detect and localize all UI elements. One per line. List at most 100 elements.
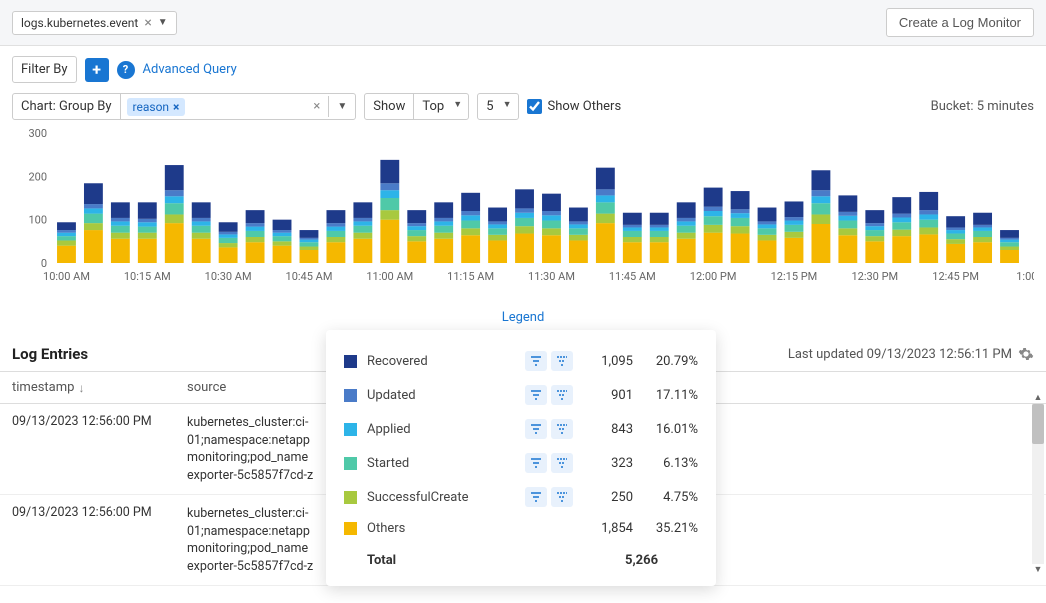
- legend-row: Updated 901 17.11%: [344, 378, 698, 412]
- show-others-input[interactable]: [527, 99, 542, 114]
- groupby-input[interactable]: Chart: Group By reason × × ▼: [12, 93, 356, 120]
- advanced-query-link[interactable]: Advanced Query: [143, 62, 237, 77]
- legend-count: 1,854: [583, 521, 633, 536]
- legend-name: Updated: [367, 388, 515, 403]
- svg-text:10:45 AM: 10:45 AM: [286, 270, 333, 283]
- cell-timestamp: 09/13/2023 12:56:00 PM: [0, 412, 175, 486]
- filter-in-icon[interactable]: [525, 419, 547, 439]
- legend-name: Applied: [367, 422, 515, 437]
- filter-out-icon[interactable]: [551, 487, 573, 507]
- legend-swatch: [344, 423, 357, 436]
- scroll-up-icon[interactable]: ▲: [1032, 392, 1044, 404]
- svg-text:10:00 AM: 10:00 AM: [43, 270, 90, 283]
- legend-swatch: [344, 389, 357, 402]
- filter-in-icon[interactable]: [525, 385, 547, 405]
- chip-remove-icon[interactable]: ×: [173, 100, 179, 114]
- svg-text:12:45 PM: 12:45 PM: [932, 270, 979, 283]
- scroll-thumb[interactable]: [1032, 404, 1044, 444]
- legend-pct: 35.21%: [643, 521, 698, 536]
- chip-text: reason: [133, 100, 170, 114]
- legend-swatch: [344, 457, 357, 470]
- svg-text:12:15 PM: 12:15 PM: [771, 270, 818, 283]
- svg-text:12:00 PM: 12:00 PM: [690, 270, 737, 283]
- help-icon[interactable]: ?: [117, 61, 135, 79]
- legend-total-row: Total 5,266: [344, 543, 698, 572]
- count-select[interactable]: 5: [477, 93, 518, 120]
- legend-name: Others: [367, 521, 515, 536]
- last-updated: Last updated 09/13/2023 12:56:11 PM: [788, 346, 1034, 362]
- groupby-chip[interactable]: reason ×: [127, 98, 186, 116]
- legend-pct: 16.01%: [643, 422, 698, 437]
- legend-row: Recovered 1,095 20.79%: [344, 344, 698, 378]
- svg-text:200: 200: [28, 170, 47, 183]
- legend-count: 250: [583, 490, 633, 505]
- svg-text:100: 100: [28, 214, 47, 227]
- filter-in-icon[interactable]: [525, 487, 547, 507]
- chevron-down-icon[interactable]: ▼: [328, 96, 355, 117]
- filter-out-icon[interactable]: [551, 385, 573, 405]
- filter-out-icon[interactable]: [551, 453, 573, 473]
- legend-row: Others 1,854 35.21%: [344, 514, 698, 543]
- svg-text:300: 300: [28, 128, 47, 140]
- show-select[interactable]: Show Top: [364, 93, 469, 120]
- cell-timestamp: 09/13/2023 12:56:00 PM: [0, 503, 175, 577]
- count-value[interactable]: 5: [478, 94, 517, 119]
- legend-pct: 4.75%: [643, 490, 698, 505]
- legend-pct: 20.79%: [643, 354, 698, 369]
- chevron-down-icon[interactable]: ▼: [158, 17, 168, 28]
- gear-icon[interactable]: [1018, 346, 1034, 362]
- legend-row: Applied 843 16.01%: [344, 412, 698, 446]
- svg-text:10:30 AM: 10:30 AM: [205, 270, 252, 283]
- legend-name: Recovered: [367, 354, 515, 369]
- legend-toggle[interactable]: Legend: [0, 302, 1046, 333]
- filter-in-icon[interactable]: [525, 453, 547, 473]
- chart-area: 0 100 200 300 10:00 AM 10:15 AM 10:30 AM 10:45 …: [0, 128, 1046, 302]
- entries-title: Log Entries: [12, 345, 88, 363]
- legend-swatch: [344, 355, 357, 368]
- legend-row: Started 323 6.13%: [344, 446, 698, 480]
- top-bar: logs.kubernetes.event × ▼ Create a Log M…: [0, 0, 1046, 46]
- svg-text:0: 0: [41, 257, 47, 270]
- filter-out-icon[interactable]: [551, 351, 573, 371]
- close-icon[interactable]: ×: [144, 16, 151, 30]
- col-source-label: source: [187, 380, 226, 395]
- col-timestamp-label: timestamp: [12, 380, 74, 395]
- legend-swatch: [344, 491, 357, 504]
- filter-out-icon[interactable]: [551, 419, 573, 439]
- legend-name: SuccessfulCreate: [367, 490, 515, 505]
- scrollbar[interactable]: ▲ ▼: [1032, 404, 1044, 564]
- filter-row: Filter By + ? Advanced Query: [0, 46, 1046, 93]
- chart-svg: 0 100 200 300 10:00 AM 10:15 AM 10:30 AM 10:45 …: [12, 128, 1034, 288]
- svg-text:11:15 AM: 11:15 AM: [447, 270, 494, 283]
- legend-count: 1,095: [583, 354, 633, 369]
- legend-pct: 6.13%: [643, 456, 698, 471]
- bucket-label: Bucket: 5 minutes: [931, 99, 1034, 114]
- scroll-down-icon[interactable]: ▼: [1032, 564, 1044, 576]
- svg-text:11:00 AM: 11:00 AM: [366, 270, 413, 283]
- filter-by-label: Filter By: [12, 56, 77, 83]
- groupby-row: Chart: Group By reason × × ▼ Show Top 5 …: [0, 93, 1046, 128]
- legend-count: 323: [583, 456, 633, 471]
- legend-popup: Recovered 1,095 20.79% Updated 901 17.11…: [326, 330, 716, 586]
- add-filter-button[interactable]: +: [85, 58, 109, 82]
- create-log-monitor-button[interactable]: Create a Log Monitor: [886, 8, 1034, 37]
- filter-in-icon[interactable]: [525, 351, 547, 371]
- svg-text:1:00 PM: 1:00 PM: [1016, 270, 1034, 283]
- svg-text:11:45 AM: 11:45 AM: [609, 270, 656, 283]
- show-value[interactable]: Top: [414, 94, 468, 119]
- total-label: Total: [367, 553, 593, 568]
- clear-icon[interactable]: ×: [305, 99, 328, 114]
- source-pill-label: logs.kubernetes.event: [21, 16, 138, 30]
- legend-swatch: [344, 522, 357, 535]
- groupby-label: Chart: Group By: [13, 94, 121, 119]
- source-pill[interactable]: logs.kubernetes.event × ▼: [12, 11, 177, 35]
- legend-count: 901: [583, 388, 633, 403]
- svg-text:10:15 AM: 10:15 AM: [124, 270, 171, 283]
- legend-count: 843: [583, 422, 633, 437]
- sort-desc-icon: ↓: [78, 381, 84, 395]
- svg-text:11:30 AM: 11:30 AM: [528, 270, 575, 283]
- show-others-checkbox[interactable]: Show Others: [527, 99, 622, 114]
- legend-pct: 17.11%: [643, 388, 698, 403]
- show-others-label: Show Others: [548, 99, 622, 114]
- col-timestamp[interactable]: timestamp ↓: [0, 372, 175, 403]
